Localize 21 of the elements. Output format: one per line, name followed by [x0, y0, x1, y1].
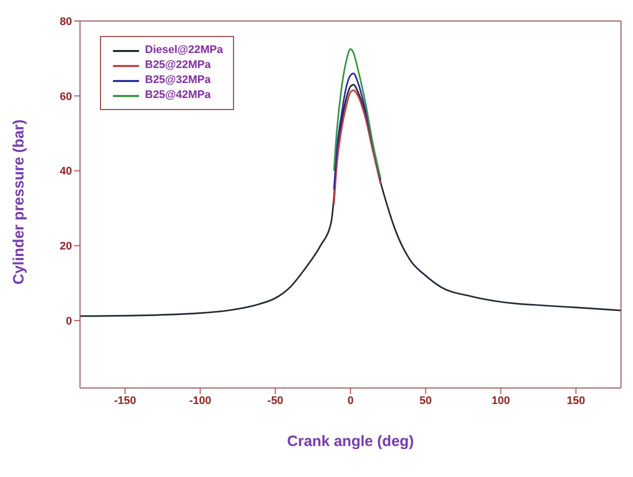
- x-tick-label: 150: [566, 394, 586, 407]
- line-series: [333, 89, 382, 206]
- legend-label: B25@22MPa: [145, 58, 211, 73]
- line-series: [333, 48, 382, 180]
- x-tick-label: 100: [492, 394, 510, 407]
- x-tick-label: 50: [420, 394, 432, 407]
- y-tick-label: 60: [60, 90, 72, 103]
- y-tick-label: 80: [60, 16, 72, 28]
- y-tick-label: 40: [60, 166, 72, 178]
- y-tick-label: 0: [66, 315, 72, 328]
- x-tick-label: 0: [347, 394, 354, 407]
- x-tick-label: -150: [114, 394, 136, 407]
- y-tick-label: 20: [60, 240, 72, 253]
- x-tick-label: -100: [189, 394, 212, 407]
- x-axis-title: Crank angle (deg): [287, 433, 414, 450]
- y-axis-title: Cylinder pressure (bar): [10, 119, 28, 284]
- legend-label: Diesel@22MPa: [145, 43, 223, 58]
- x-tick-label: -50: [267, 394, 284, 407]
- legend-label: B25@42MPa: [145, 88, 211, 103]
- line-series: [333, 72, 382, 190]
- legend-label: B25@32MPa: [145, 73, 211, 88]
